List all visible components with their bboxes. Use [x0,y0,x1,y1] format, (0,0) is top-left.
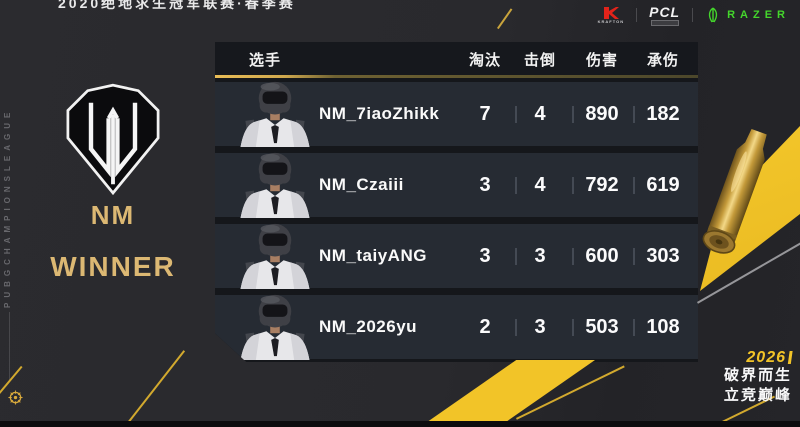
stat-damage: 600 [585,245,619,267]
table-row: NM_7iaoZhikk 7 4 890 182 [215,81,698,147]
col-header-damage: 伤害 [585,52,619,69]
thin-gold-line [125,350,185,426]
event-title-wrap: 2020绝地求生冠军联赛·春季赛 [58,0,296,11]
stat-taken: 619 [646,174,680,196]
krafton-wordmark: KRAFTON [597,18,625,24]
razer-logo: RAZER [705,7,790,23]
table-row: NM_2026yu 2 3 503 108 [215,294,698,360]
vertical-divider-line [9,312,10,380]
krafton-logo: KRAFTON [597,6,625,24]
logo-divider [692,8,694,22]
stat-knocks: 4 [534,103,546,125]
player-name: NM_taiyANG [319,246,427,265]
sponsor-logos: KRAFTON PCL RAZER [598,3,790,27]
stat-divider [515,248,517,265]
stat-damage: 503 [585,316,619,338]
pcl-banner [650,19,679,26]
stats-table-header: 选手 淘汰 击倒 伤害 承伤 [215,42,698,75]
winner-label: WINNER [50,251,176,282]
stat-divider [515,319,517,336]
slogan-line-2: 立竞巅峰 [723,387,793,404]
stat-taken: 182 [646,103,680,125]
league-vertical-text: PUBGCHAMPIONSLEAGUE [3,107,12,308]
table-row: NM_taiyANG 3 3 600 303 [215,223,698,289]
year-label: 2026 [724,349,793,366]
year-text: 2026 [746,349,786,366]
bullet-casing [702,128,767,254]
stat-elims: 3 [479,174,491,196]
stat-divider [633,319,635,336]
gold-slash-deco [497,8,513,30]
stats-table: 选手 淘汰 击倒 伤害 承伤 NM_7iaoZhikk 7 [215,42,698,362]
col-header-player: 选手 [249,52,282,69]
stat-elims: 2 [479,316,491,338]
col-header-knocks: 击倒 [523,52,557,69]
year-bar [787,351,793,364]
event-title: 2020绝地求生冠军联赛·春季赛 [58,0,296,11]
stat-taken: 303 [646,245,680,267]
krafton-k-icon [603,6,619,19]
stat-elims: 3 [479,245,491,267]
stat-divider [633,177,635,194]
col-header-elims: 淘汰 [468,52,502,69]
slogan-line-1: 破界而生 [723,367,793,384]
player-avatar [240,152,310,218]
stat-divider [572,319,574,336]
stat-divider [515,106,517,123]
stat-damage: 890 [585,103,619,125]
stat-divider [572,177,574,194]
footer-slogan: 2026 破界而生 立竞巅峰 [723,349,793,406]
stat-knocks: 4 [534,174,546,196]
header-underline [215,75,698,78]
stat-taken: 108 [646,316,680,338]
stat-damage: 792 [585,174,619,196]
stat-divider [633,106,635,123]
stat-divider [515,177,517,194]
pcl-wordmark: PCL [649,3,681,20]
player-avatar [240,81,310,147]
player-avatar [240,294,310,360]
stat-knocks: 3 [534,316,546,338]
stat-knocks: 3 [534,245,546,267]
player-name: NM_7iaoZhikk [319,104,440,123]
razer-wordmark: RAZER [727,9,790,21]
player-name: NM_2026yu [319,317,418,336]
player-avatar [240,223,310,289]
col-header-taken: 承伤 [646,52,680,69]
stat-divider [572,106,574,123]
team-name: NM [90,200,136,230]
player-name: NM_Czaiii [319,175,404,194]
logo-divider [636,8,638,22]
stat-divider [633,248,635,265]
compass-rosette-icon [8,390,23,405]
razer-snake-icon [708,7,718,23]
stat-elims: 7 [479,103,491,125]
nm-crest-icon [66,83,160,196]
pcl-logo: PCL [649,5,680,26]
table-row: NM_Czaiii 3 4 792 619 [215,152,698,218]
stat-divider [572,248,574,265]
bottom-edge-strip [0,421,800,427]
